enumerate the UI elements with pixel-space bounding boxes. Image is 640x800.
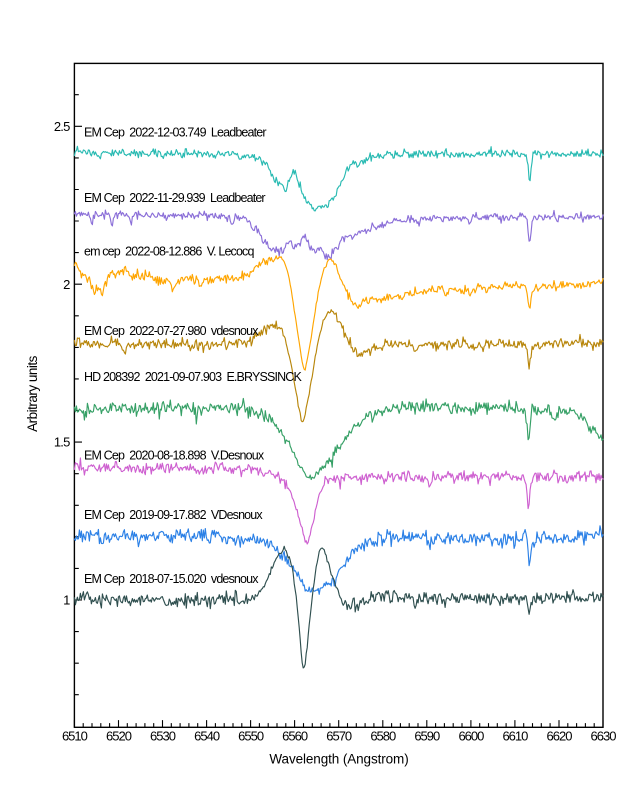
svg-text:6580: 6580 [370,729,396,744]
svg-text:EM Cep 2018-07-15.020 vdesno: EM Cep 2018-07-15.020 vdesnoux [84,572,259,586]
svg-text:Wavelength (Angstrom): Wavelength (Angstrom) [269,752,408,767]
svg-text:2.5: 2.5 [54,119,70,134]
svg-text:6530: 6530 [150,729,176,744]
svg-text:EM Cep 2022-11-29.939 Leadbe: EM Cep 2022-11-29.939 Leadbeater [84,191,265,205]
svg-text:HD 208392 2021-09-07.903 E.B: HD 208392 2021-09-07.903 E.BRYSSINCK [84,370,302,384]
svg-text:6540: 6540 [194,729,220,744]
svg-text:6510: 6510 [62,729,88,744]
svg-text:6590: 6590 [414,729,440,744]
svg-text:em cep 2022-08-12.886 V. Lec: em cep 2022-08-12.886 V. Lecocq [84,245,254,259]
svg-text:EM Cep 2020-08-18.898 V.Desn: EM Cep 2020-08-18.898 V.Desnoux [84,449,265,463]
svg-text:EM Cep 2019-09-17.882 VDesno: EM Cep 2019-09-17.882 VDesnoux [84,508,263,522]
svg-text:2: 2 [63,277,70,292]
svg-text:1: 1 [63,593,70,608]
svg-text:6600: 6600 [458,729,484,744]
svg-text:6520: 6520 [106,729,132,744]
svg-text:6560: 6560 [282,729,308,744]
svg-text:6570: 6570 [326,729,352,744]
svg-text:Arbitrary units: Arbitrary units [25,355,40,432]
svg-text:EM Cep 2022-12-03.749 Leadbe: EM Cep 2022-12-03.749 Leadbeater [84,126,266,140]
svg-text:6610: 6610 [502,729,528,744]
svg-text:6550: 6550 [238,729,264,744]
svg-text:6620: 6620 [547,729,573,744]
svg-text:EM Cep 2022-07-27.980 vdesno: EM Cep 2022-07-27.980 vdesnoux [84,324,259,338]
svg-text:6630: 6630 [591,729,617,744]
svg-text:1.5: 1.5 [54,435,70,450]
